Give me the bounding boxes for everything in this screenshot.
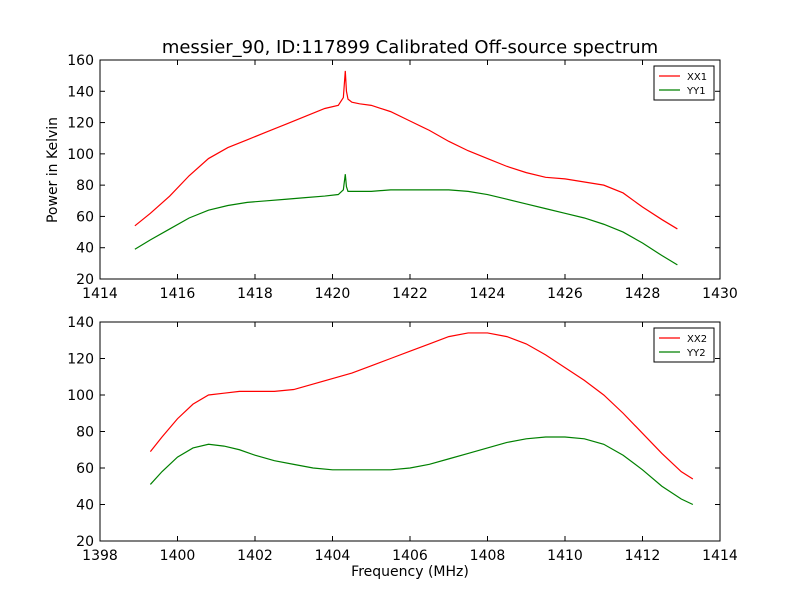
top-ytick-label: 80 <box>76 178 94 194</box>
chart-title: messier_90, ID:117899 Calibrated Off-sou… <box>162 37 658 58</box>
bottom-plot-frame <box>99 321 721 542</box>
bottom-series-lines <box>149 332 694 506</box>
bottom-axis-ticks: 1398 1400 1402 1404 1406 1408 1410 1412 1414 20 40… <box>67 315 738 564</box>
bottom-ytick-label: 140 <box>67 315 94 331</box>
top-legend-label-xx1: XX1 <box>687 72 707 83</box>
bottom-ytick-label: 60 <box>76 461 94 477</box>
top-plot-frame <box>99 59 721 280</box>
top-series-yy1-line <box>134 174 678 266</box>
top-legend-box <box>653 65 715 101</box>
top-xtick-label: 1426 <box>547 286 583 302</box>
bottom-xtick-label: 1410 <box>547 548 583 564</box>
bottom-xtick-label: 1398 <box>82 548 118 564</box>
top-ytick-label: 140 <box>67 84 94 100</box>
bottom-xtick-label: 1412 <box>625 548 661 564</box>
top-xtick-label: 1414 <box>82 286 118 302</box>
bottom-legend-box <box>653 327 715 363</box>
top-xtick-label: 1430 <box>702 286 738 302</box>
top-ylabel: Power in Kelvin <box>45 117 61 223</box>
top-series-xx1-line <box>134 70 678 230</box>
bottom-xlabel: Frequency (MHz) <box>351 564 469 580</box>
bottom-ytick-label: 100 <box>67 388 94 404</box>
bottom-legend-label-xx2: XX2 <box>687 334 707 345</box>
top-xtick-label: 1422 <box>392 286 428 302</box>
top-series-lines <box>134 70 678 266</box>
bottom-xtick-label: 1406 <box>392 548 428 564</box>
bottom-xtick-label: 1400 <box>160 548 196 564</box>
top-ytick-label: 60 <box>76 209 94 225</box>
top-xtick-label: 1424 <box>470 286 506 302</box>
top-xtick-label: 1428 <box>625 286 661 302</box>
bottom-ytick-label: 80 <box>76 425 94 441</box>
top-xtick-label: 1420 <box>315 286 351 302</box>
top-xtick-label: 1418 <box>237 286 273 302</box>
bottom-xtick-label: 1408 <box>470 548 506 564</box>
bottom-legend-label-yy2: YY2 <box>686 348 706 359</box>
top-xtick-label: 1416 <box>160 286 196 302</box>
bottom-xtick-label: 1404 <box>315 548 351 564</box>
bottom-series-yy2-line <box>149 436 694 506</box>
top-legend-label-yy1: YY1 <box>686 86 706 97</box>
top-ytick-label: 120 <box>67 116 94 132</box>
bottom-ytick-label: 20 <box>76 534 94 550</box>
bottom-subplot: 1398 1400 1402 1404 1406 1408 1410 1412 1414 20 40… <box>67 315 738 564</box>
bottom-xtick-label: 1402 <box>237 548 273 564</box>
bottom-series-xx2-line <box>149 332 694 480</box>
bottom-ytick-label: 40 <box>76 498 94 514</box>
top-subplot: 1414 1416 1418 1420 1422 1424 1426 1428 1430 20 40… <box>67 53 738 302</box>
top-axis-ticks: 1414 1416 1418 1420 1422 1424 1426 1428 1430 20 40… <box>67 53 738 302</box>
top-ytick-label: 40 <box>76 241 94 257</box>
bottom-xtick-label: 1414 <box>702 548 738 564</box>
top-ytick-label: 100 <box>67 147 94 163</box>
bottom-ytick-label: 120 <box>67 352 94 368</box>
top-ytick-label: 20 <box>76 272 94 288</box>
top-ytick-label: 160 <box>67 53 94 69</box>
